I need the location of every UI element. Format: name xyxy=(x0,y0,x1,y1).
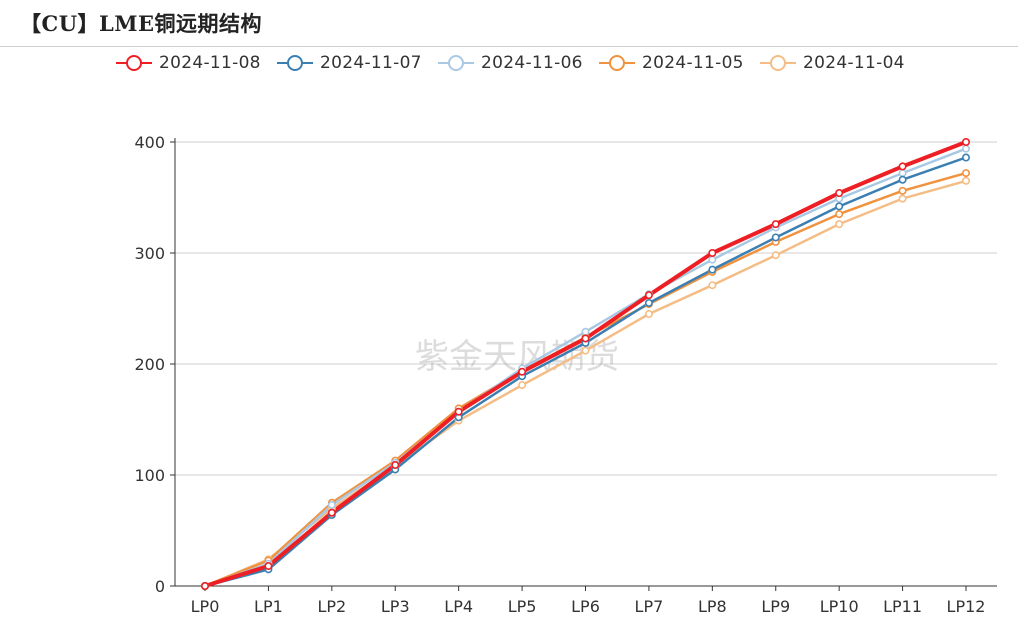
title-divider xyxy=(0,46,1018,47)
legend-label: 2024-11-08 xyxy=(159,53,261,73)
data-point-2024-11-07[interactable] xyxy=(771,233,780,242)
x-tick-label: LP8 xyxy=(698,597,727,616)
data-point-2024-11-04[interactable] xyxy=(644,310,653,319)
legend-swatch-icon xyxy=(760,55,796,71)
data-point-2024-11-06[interactable] xyxy=(961,144,970,153)
x-tick-label: LP4 xyxy=(444,597,473,616)
data-point-2024-11-08[interactable] xyxy=(835,189,844,198)
legend-swatch-icon xyxy=(116,55,152,71)
y-tick-label: 0 xyxy=(155,577,165,596)
legend-item-2024-11-07[interactable]: 2024-11-07 xyxy=(276,50,422,76)
legend-swatch-icon xyxy=(277,55,313,71)
x-tick-label: LP12 xyxy=(947,597,986,616)
data-point-2024-11-04[interactable] xyxy=(898,194,907,203)
y-tick-label: 100 xyxy=(134,466,165,485)
x-tick-label: LP1 xyxy=(254,597,283,616)
data-point-2024-11-05[interactable] xyxy=(961,169,970,178)
data-point-2024-11-08[interactable] xyxy=(644,291,653,300)
legend-item-2024-11-06[interactable]: 2024-11-06 xyxy=(437,50,583,76)
data-point-2024-11-06[interactable] xyxy=(708,255,717,264)
legend-swatch-icon xyxy=(599,55,635,71)
data-point-2024-11-04[interactable] xyxy=(708,281,717,290)
chart-title: 【CU】LME铜远期结构 xyxy=(20,11,263,36)
y-tick-label: 400 xyxy=(134,133,165,152)
data-point-2024-11-04[interactable] xyxy=(518,381,527,390)
x-tick-label: LP9 xyxy=(761,597,790,616)
legend-label: 2024-11-05 xyxy=(642,53,744,73)
data-point-2024-11-07[interactable] xyxy=(898,175,907,184)
data-point-2024-11-08[interactable] xyxy=(771,220,780,229)
legend-item-2024-11-05[interactable]: 2024-11-05 xyxy=(598,50,744,76)
legend-label: 2024-11-06 xyxy=(481,53,583,73)
legend-item-2024-11-04[interactable]: 2024-11-04 xyxy=(759,50,905,76)
x-tick-label: LP10 xyxy=(820,597,859,616)
data-point-2024-11-07[interactable] xyxy=(961,153,970,162)
data-point-2024-11-08[interactable] xyxy=(264,562,273,571)
data-point-2024-11-06[interactable] xyxy=(898,169,907,178)
data-point-2024-11-08[interactable] xyxy=(898,162,907,171)
y-tick-label: 300 xyxy=(134,244,165,263)
x-tick-label: LP6 xyxy=(571,597,600,616)
data-point-2024-11-05[interactable] xyxy=(835,210,844,219)
x-tick-label: LP2 xyxy=(317,597,346,616)
data-point-2024-11-08[interactable] xyxy=(454,407,463,416)
legend-label: 2024-11-07 xyxy=(320,53,422,73)
legend-swatch-icon xyxy=(438,55,474,71)
legend-label: 2024-11-04 xyxy=(803,53,905,73)
data-point-2024-11-06[interactable] xyxy=(327,500,336,509)
data-point-2024-11-07[interactable] xyxy=(708,265,717,274)
data-point-2024-11-08[interactable] xyxy=(961,138,970,147)
legend-item-2024-11-08[interactable]: 2024-11-08 xyxy=(115,50,261,76)
y-tick-label: 200 xyxy=(134,355,165,374)
data-point-2024-11-05[interactable] xyxy=(898,186,907,195)
data-point-2024-11-04[interactable] xyxy=(771,251,780,260)
data-point-2024-11-04[interactable] xyxy=(581,346,590,355)
data-point-2024-11-08[interactable] xyxy=(391,461,400,470)
x-tick-label: LP11 xyxy=(883,597,922,616)
data-point-2024-11-07[interactable] xyxy=(644,298,653,307)
data-point-2024-11-08[interactable] xyxy=(708,249,717,258)
x-tick-label: LP7 xyxy=(635,597,664,616)
x-tick-label: LP3 xyxy=(381,597,410,616)
data-point-2024-11-07[interactable] xyxy=(835,202,844,211)
data-point-2024-11-08[interactable] xyxy=(518,367,527,376)
x-tick-label: LP5 xyxy=(508,597,537,616)
data-point-2024-11-04[interactable] xyxy=(961,176,970,185)
data-point-2024-11-04[interactable] xyxy=(835,220,844,229)
x-tick-label: LP0 xyxy=(191,597,220,616)
data-point-2024-11-06[interactable] xyxy=(581,327,590,336)
data-point-2024-11-08[interactable] xyxy=(581,334,590,343)
data-point-2024-11-08[interactable] xyxy=(201,581,210,590)
chart-legend: 2024-11-08 2024-11-07 2024-11-06 2024-11… xyxy=(0,50,1018,76)
data-point-2024-11-08[interactable] xyxy=(327,508,336,517)
